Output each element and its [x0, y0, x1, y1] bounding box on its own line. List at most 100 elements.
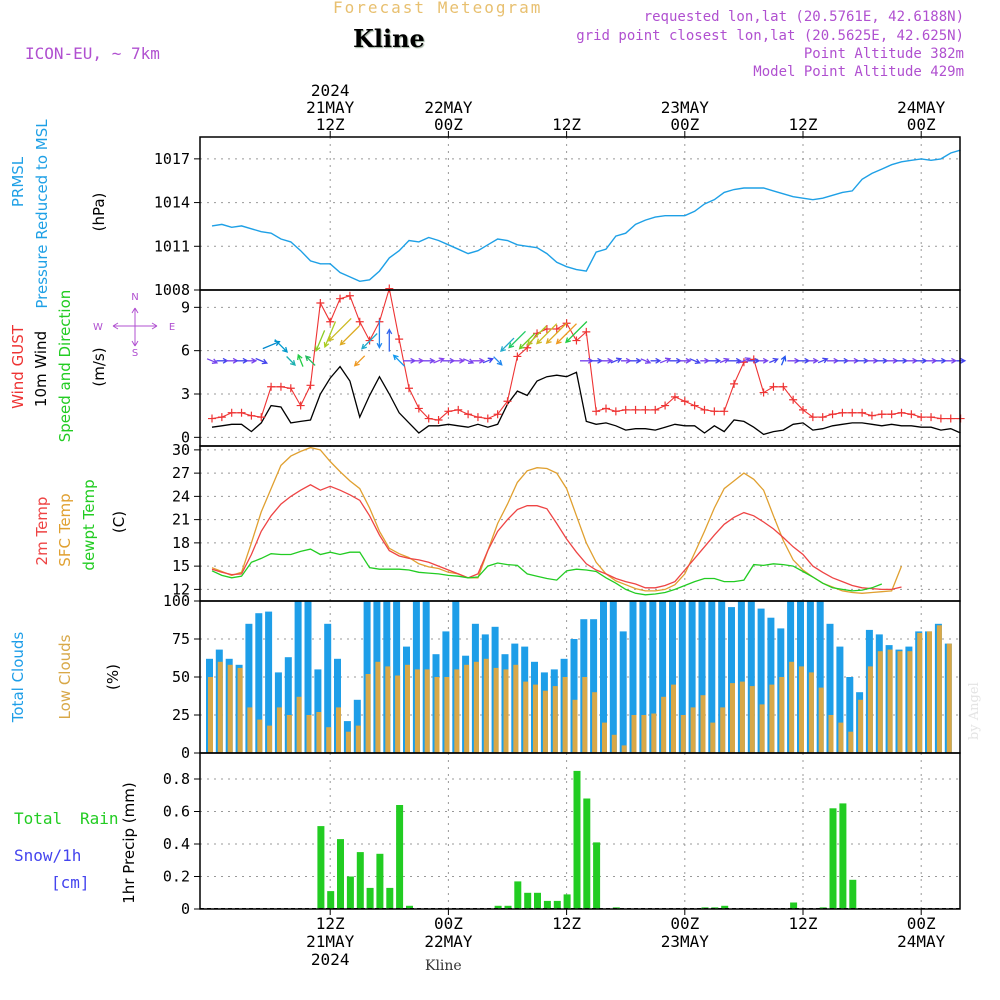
low-cloud-bar [818, 687, 824, 753]
top-time-label: 00Z [670, 115, 699, 134]
rain-bar [514, 881, 522, 909]
total-cloud-bar [816, 601, 824, 753]
rain-bar [583, 798, 591, 909]
wind-direction-arrow [327, 317, 352, 342]
gust-marker [651, 405, 660, 414]
low-cloud-bar [749, 686, 755, 753]
wind-direction-arrow [386, 328, 393, 352]
low-cloud-bar [414, 669, 420, 753]
gust-marker [336, 294, 345, 303]
low-cloud-bar [710, 722, 716, 753]
low-cloud-bar [582, 677, 588, 753]
wind-direction-arrow [286, 356, 296, 366]
gust-marker [582, 327, 591, 336]
low-cloud-bar [503, 669, 509, 753]
wind-direction-arrow [769, 357, 779, 364]
low-cloud-bar [572, 699, 578, 753]
wind-direction-arrow [493, 356, 503, 366]
total-cloud-bar [590, 619, 598, 753]
low-cloud-bar [779, 677, 785, 753]
gust-marker [217, 413, 226, 422]
model-altitude: Model Point Altitude 429m [753, 64, 964, 80]
low-cloud-bar [562, 677, 568, 753]
gust-marker [483, 414, 492, 423]
wind-label-2: 10m Wind [32, 331, 50, 407]
wind-direction-arrow [216, 357, 229, 364]
low-cloud-bar [473, 661, 479, 753]
total-cloud-bar [314, 669, 322, 753]
total-cloud-bar [846, 677, 854, 753]
y-tick-label: 0.4 [163, 835, 190, 853]
wind-direction-arrow [403, 357, 417, 364]
y-tick-label: 3 [181, 385, 190, 403]
low-cloud-bar [641, 715, 647, 753]
chart-title: Forecast Meteogram [333, 0, 543, 17]
low-cloud-bar [897, 651, 903, 753]
gust-marker [907, 410, 916, 419]
total-cloud-bar [245, 623, 253, 753]
gust-marker [838, 408, 847, 417]
wind-direction-arrow [536, 323, 558, 345]
rain-bar [573, 770, 581, 909]
low-cloud-bar [927, 631, 932, 753]
low-cloud-bar [838, 722, 844, 753]
gust-marker [808, 413, 817, 422]
wind-direction-arrow [780, 355, 787, 366]
temp-label-1: 2m Temp [33, 497, 51, 566]
total-cloud-bar [600, 601, 607, 753]
gust-marker [473, 413, 482, 422]
wind-direction-arrow [339, 325, 360, 346]
y-tick-label: 75 [172, 630, 190, 648]
y-tick-label: 1011 [154, 237, 190, 255]
wind-direction-arrow [708, 357, 722, 364]
gust-marker [936, 414, 945, 423]
temp-label-2: SFC Temp [56, 493, 74, 566]
low-cloud-bar [621, 745, 627, 753]
low-cloud-bar [828, 715, 834, 753]
low-cloud-bar [611, 734, 617, 753]
temp-2m-line [211, 484, 902, 591]
y-tick-label: 30 [172, 441, 190, 459]
low-cloud-bar [217, 661, 223, 753]
gust-marker [700, 405, 709, 414]
requested-coords: requested lon,lat (20.5761E, 42.6188N) [643, 9, 964, 25]
low-cloud-bar [769, 684, 775, 753]
wind-direction-arrow [727, 357, 742, 364]
total-cloud-bar [826, 623, 834, 753]
total-cloud-bar [678, 601, 686, 753]
low-cloud-bar [336, 707, 341, 753]
low-cloud-bar [434, 677, 440, 753]
total-cloud-bar [698, 601, 706, 753]
wind-label-3: Speed and Direction [56, 290, 74, 443]
dewpoint-line [211, 548, 883, 596]
legend-cm: [cm] [51, 873, 90, 892]
low-cloud-bar [867, 666, 873, 753]
gust-marker [208, 414, 216, 423]
low-cloud-bar [671, 684, 676, 753]
bottom-time-label: 23MAY [661, 932, 710, 951]
total-cloud-bar [718, 601, 726, 753]
rain-bar [839, 803, 847, 909]
total-cloud-bar [728, 607, 735, 753]
gust-marker [602, 404, 610, 413]
top-time-label: 24MAY [897, 98, 946, 117]
wind-direction-arrow [925, 357, 938, 364]
clouds-label-1: Total Clouds [9, 632, 27, 724]
low-cloud-bar [385, 666, 391, 753]
clouds-unit: (%) [104, 664, 122, 690]
wind-direction-arrow [876, 357, 889, 364]
y-tick-label: 0 [181, 428, 190, 446]
bottom-time-label: 24MAY [897, 932, 946, 951]
gust-marker [779, 382, 788, 391]
rain-bar [593, 842, 601, 909]
wind-direction-arrow [610, 357, 623, 364]
low-cloud-bar [907, 651, 913, 753]
gust-marker [867, 411, 876, 420]
low-cloud-bar [799, 666, 804, 753]
point-altitude: Point Altitude 382m [803, 46, 964, 62]
gust-marker [237, 408, 246, 417]
low-cloud-bar [208, 677, 213, 753]
gust-marker [789, 395, 798, 404]
low-cloud-bar [887, 649, 893, 753]
